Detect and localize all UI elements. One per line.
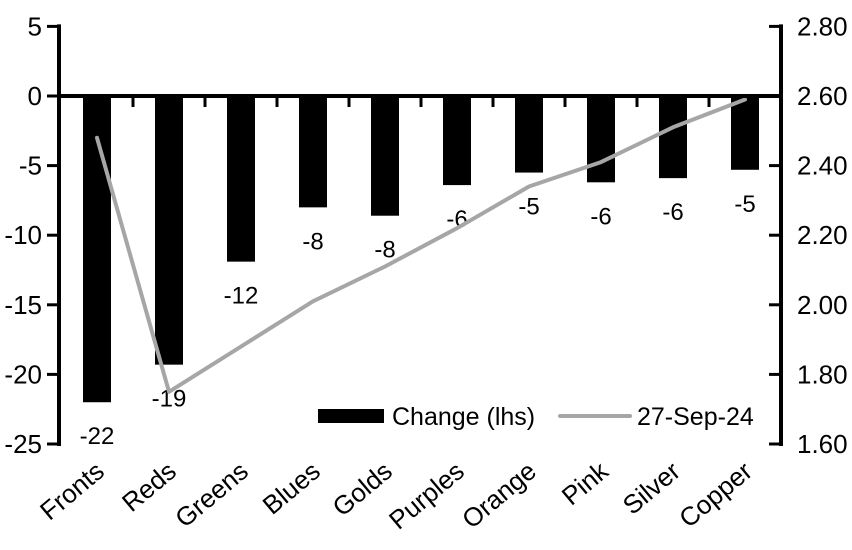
legend-label-27-sep-24: 27-Sep-24: [637, 403, 754, 431]
bar-fronts: [83, 96, 111, 403]
right-axis-tick-label: 2.00: [797, 290, 848, 320]
bar-orange: [515, 96, 543, 173]
category-label-orange: Orange: [456, 456, 542, 535]
data-label: -6: [662, 199, 683, 226]
left-axis-tick-label: -25: [4, 429, 42, 459]
category-label-greens: Greens: [169, 456, 254, 534]
left-axis-tick-label: -10: [4, 220, 42, 250]
data-label: -5: [518, 194, 539, 221]
axes: [57, 24, 783, 446]
category-label-purples: Purples: [383, 456, 470, 536]
bar-blues: [299, 96, 327, 208]
left-axis-tick-label: -5: [19, 151, 42, 181]
right-axis-tick-label: 2.80: [797, 11, 848, 41]
right-axis-tick-label: 1.60: [797, 429, 848, 459]
bar-series-change-lhs: [83, 96, 759, 403]
legend-label-change-lhs: Change (lhs): [392, 403, 535, 431]
bar-greens: [227, 96, 255, 262]
legend: Change (lhs) 27-Sep-24: [318, 403, 754, 431]
right-axis-tick-label: 2.40: [797, 151, 848, 181]
category-label-fronts: Fronts: [34, 456, 110, 526]
right-axis-tick-label: 2.20: [797, 220, 848, 250]
left-axis-labels: 5 0 -5 -10 -15 -20 -25: [4, 11, 57, 459]
data-label: -5: [734, 191, 755, 218]
category-label-pink: Pink: [556, 455, 615, 511]
right-axis-tick-label: 2.60: [797, 81, 848, 111]
left-axis-tick-label: 0: [28, 81, 42, 111]
right-axis-tick-label: 1.80: [797, 359, 848, 389]
bar-silver: [659, 96, 687, 179]
bar-data-labels: -22-19-12-8 -8-6 -5 -6 -6 -5: [80, 191, 756, 450]
category-label-copper: Copper: [673, 455, 758, 533]
line-series-27-sep-24: [95, 97, 747, 394]
data-label: -8: [302, 228, 323, 255]
legend-bar-swatch: [318, 409, 384, 423]
bar-reds: [155, 96, 183, 365]
bar-golds: [371, 96, 399, 216]
data-label: -6: [590, 203, 611, 230]
left-axis-tick-label: 5: [28, 11, 42, 41]
data-label: -22: [80, 423, 115, 450]
right-axis-labels: 2.80 2.60 2.40 2.20 2.00 1.80 1.60: [769, 11, 848, 459]
left-axis-tick-label: -20: [4, 359, 42, 389]
line-path: [95, 97, 747, 394]
left-axis-tick-label: -15: [4, 290, 42, 320]
bar-pink: [587, 96, 615, 183]
data-label: -8: [374, 237, 395, 264]
bar-copper: [731, 96, 759, 170]
data-label: -12: [224, 283, 259, 310]
bar-purples: [443, 96, 471, 186]
category-label-blues: Blues: [257, 456, 326, 521]
